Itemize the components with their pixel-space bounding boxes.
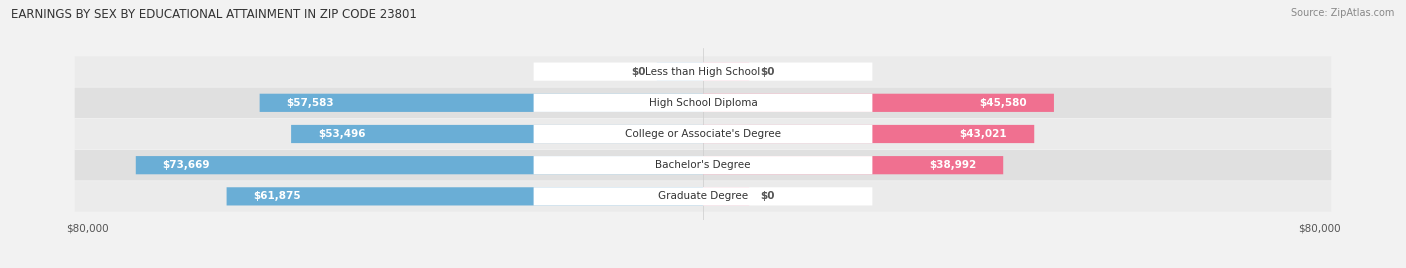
Text: $43,021: $43,021 bbox=[960, 129, 1007, 139]
Text: High School Diploma: High School Diploma bbox=[648, 98, 758, 108]
Text: EARNINGS BY SEX BY EDUCATIONAL ATTAINMENT IN ZIP CODE 23801: EARNINGS BY SEX BY EDUCATIONAL ATTAINMEN… bbox=[11, 8, 418, 21]
FancyBboxPatch shape bbox=[534, 94, 872, 112]
FancyBboxPatch shape bbox=[703, 156, 1004, 174]
Text: $0: $0 bbox=[631, 67, 645, 77]
FancyBboxPatch shape bbox=[703, 94, 1054, 112]
Text: $57,583: $57,583 bbox=[287, 98, 335, 108]
FancyBboxPatch shape bbox=[226, 187, 703, 206]
Text: $73,669: $73,669 bbox=[163, 160, 211, 170]
Text: Bachelor's Degree: Bachelor's Degree bbox=[655, 160, 751, 170]
FancyBboxPatch shape bbox=[75, 56, 1331, 87]
Text: Less than High School: Less than High School bbox=[645, 67, 761, 77]
Text: Source: ZipAtlas.com: Source: ZipAtlas.com bbox=[1291, 8, 1395, 18]
FancyBboxPatch shape bbox=[75, 88, 1331, 118]
FancyBboxPatch shape bbox=[136, 156, 703, 174]
FancyBboxPatch shape bbox=[534, 125, 872, 143]
Text: $38,992: $38,992 bbox=[929, 160, 976, 170]
FancyBboxPatch shape bbox=[260, 94, 703, 112]
FancyBboxPatch shape bbox=[534, 156, 872, 174]
Text: $45,580: $45,580 bbox=[980, 98, 1026, 108]
FancyBboxPatch shape bbox=[657, 62, 703, 81]
FancyBboxPatch shape bbox=[291, 125, 703, 143]
FancyBboxPatch shape bbox=[534, 62, 872, 81]
FancyBboxPatch shape bbox=[703, 125, 1035, 143]
FancyBboxPatch shape bbox=[534, 187, 872, 206]
Text: Graduate Degree: Graduate Degree bbox=[658, 191, 748, 201]
FancyBboxPatch shape bbox=[703, 187, 749, 206]
Text: College or Associate's Degree: College or Associate's Degree bbox=[626, 129, 780, 139]
FancyBboxPatch shape bbox=[75, 119, 1331, 149]
FancyBboxPatch shape bbox=[703, 62, 749, 81]
Text: $0: $0 bbox=[761, 67, 775, 77]
Text: $61,875: $61,875 bbox=[253, 191, 301, 201]
FancyBboxPatch shape bbox=[75, 150, 1331, 180]
Text: $53,496: $53,496 bbox=[318, 129, 366, 139]
Text: $0: $0 bbox=[761, 191, 775, 201]
FancyBboxPatch shape bbox=[75, 181, 1331, 212]
